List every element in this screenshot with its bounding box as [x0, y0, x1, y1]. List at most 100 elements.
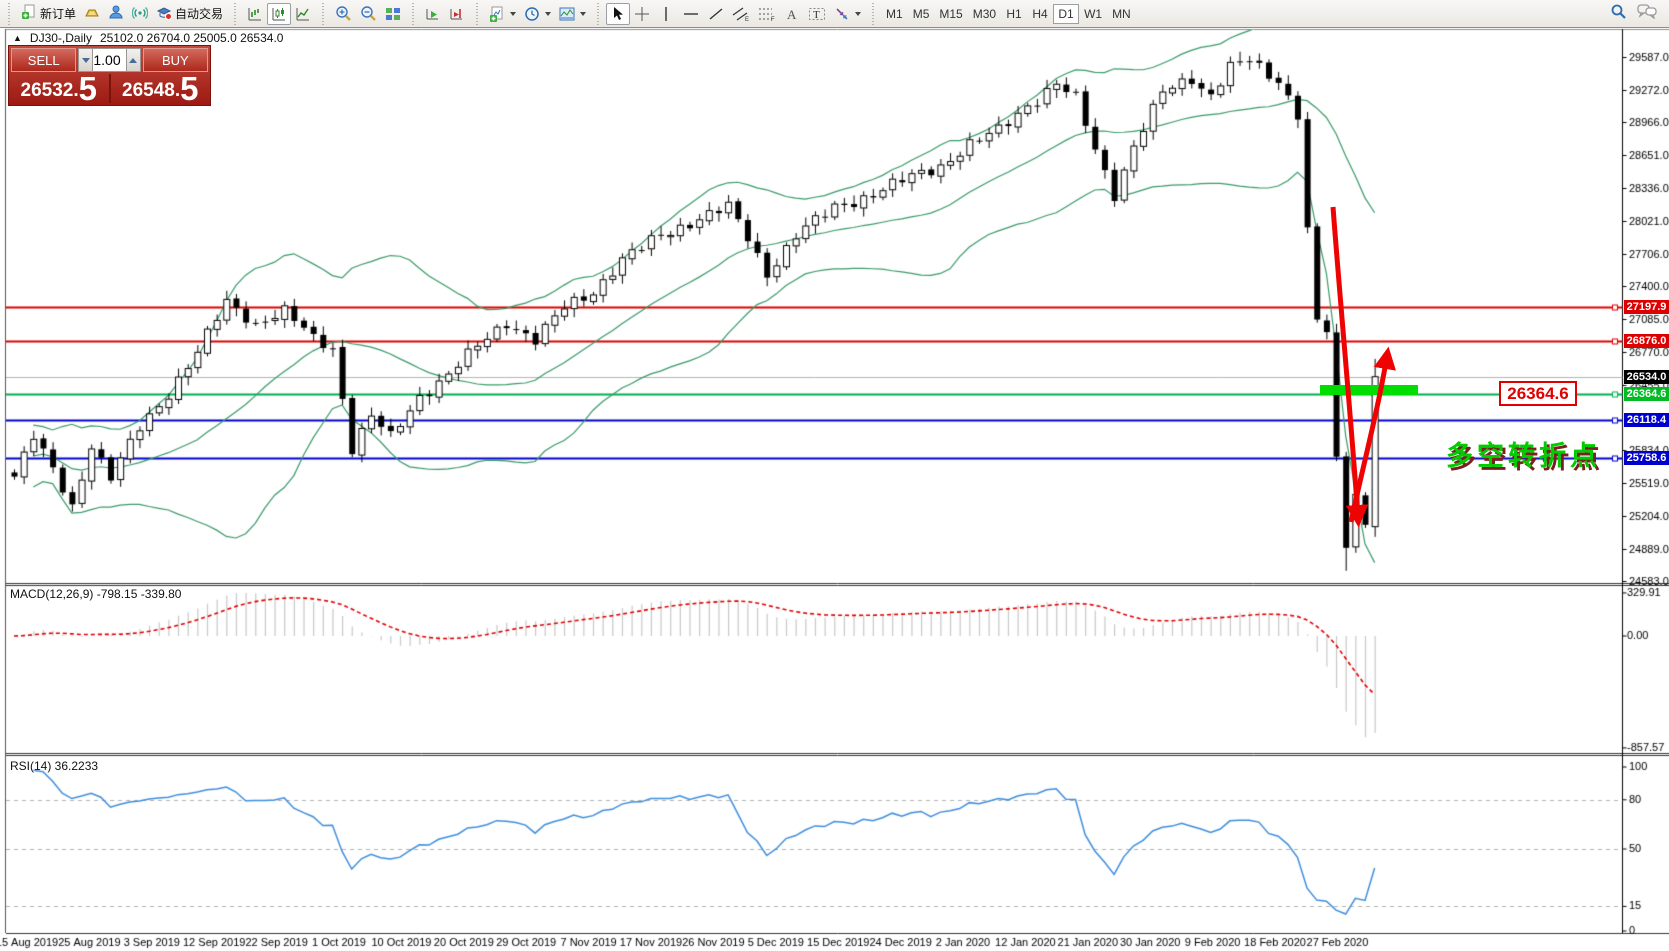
timeframe-button-M1[interactable]: M1: [886, 6, 903, 21]
toolbar-separator: [474, 2, 481, 25]
autotrading-button[interactable]: 自动交易: [152, 3, 227, 25]
buy-button[interactable]: BUY: [142, 48, 208, 72]
macd-label: MACD(12,26,9) -798.15 -339.80: [10, 587, 182, 601]
auto-scroll-icon: [426, 8, 439, 19]
zoom-in-button[interactable]: [331, 3, 356, 25]
horizontal-line-button[interactable]: [678, 3, 704, 25]
price-badge-26364.6: 26364.6: [1624, 387, 1669, 402]
sell-price[interactable]: 26532. 5: [9, 72, 109, 105]
buy-price[interactable]: 26548. 5: [111, 70, 211, 107]
dropdown-caret: [510, 11, 517, 16]
green-highlight-rectangle[interactable]: [1320, 385, 1418, 395]
tile-windows-button[interactable]: [381, 3, 405, 25]
trendline-button[interactable]: [704, 3, 728, 25]
timeframe-button-M15[interactable]: M15: [939, 6, 963, 21]
toolbar-grip: [6, 2, 12, 25]
new-order-button[interactable]: 新订单: [17, 3, 80, 25]
zoom-out-button[interactable]: [356, 3, 381, 25]
triangle-up-icon: [129, 57, 138, 63]
label-icon: T: [809, 7, 826, 21]
vertical-line-icon: [665, 6, 667, 21]
autotrading-label: 自动交易: [175, 7, 224, 21]
candlestick-button[interactable]: [267, 2, 292, 25]
timeframe-button-W1[interactable]: W1: [1084, 6, 1103, 21]
dropdown-caret: [580, 11, 587, 16]
templates-button[interactable]: [555, 3, 590, 25]
main-toolbar: 新订单 自动交易: [0, 0, 1669, 28]
vertical-line-button[interactable]: [654, 3, 678, 25]
clock-icon: [525, 6, 539, 21]
svg-text:A: A: [787, 7, 797, 22]
new-order-label: 新订单: [40, 7, 77, 21]
profile-button[interactable]: [104, 3, 128, 25]
periods-button[interactable]: [520, 3, 555, 25]
timeframe-button-MN[interactable]: MN: [1112, 6, 1131, 21]
crosshair-icon: [635, 6, 650, 21]
price-callout-box[interactable]: 26364.6: [1499, 381, 1577, 406]
fibonacci-icon: F: [759, 8, 775, 22]
arrows-button[interactable]: [830, 3, 865, 25]
line-chart-icon: [296, 7, 310, 20]
crosshair-button[interactable]: [630, 3, 654, 25]
dropdown-caret: [545, 11, 552, 16]
timeframe-button-M5[interactable]: M5: [912, 6, 930, 21]
zoom-in-icon: [336, 6, 351, 21]
svg-text:F: F: [771, 17, 775, 22]
zoom-out-icon: [361, 6, 376, 21]
timeframe-button-D1[interactable]: D1: [1053, 3, 1080, 24]
gold-ingot-icon: [84, 4, 100, 23]
timeframe-group: M1 M5 M15 M30 H1 H4 D1 W1 MN: [878, 2, 1139, 26]
trendline-icon: [709, 7, 723, 20]
chart-shift-button[interactable]: [445, 3, 469, 25]
collapse-icon[interactable]: ▲: [13, 33, 22, 43]
bar-chart-button[interactable]: [243, 3, 267, 25]
symbol-period-label: DJ30-,Daily: [29, 31, 92, 45]
timeframe-button-M30[interactable]: M30: [972, 6, 997, 21]
chat-icon[interactable]: [1637, 3, 1657, 24]
buy-price-big-digit: 5: [180, 70, 199, 107]
timeframe-button-H1[interactable]: H1: [1006, 6, 1022, 21]
template-image-icon: [559, 7, 575, 20]
candlestick-icon: [272, 7, 286, 20]
volume-increase-button[interactable]: [125, 48, 141, 72]
signals-button[interactable]: [128, 3, 152, 25]
dropdown-caret: [855, 11, 862, 16]
volume-input[interactable]: 1.00: [93, 48, 126, 72]
cursor-button[interactable]: [606, 2, 631, 25]
new-chart-button[interactable]: [485, 3, 520, 25]
price-badge-25758.6: 25758.6: [1624, 450, 1669, 465]
bar-chart-icon: [248, 7, 262, 20]
market-button[interactable]: [80, 3, 104, 25]
svg-text:E: E: [745, 17, 749, 22]
volume-decrease-button[interactable]: [78, 48, 94, 72]
text-label-button[interactable]: T: [804, 3, 830, 25]
text-button[interactable]: A: [780, 3, 804, 25]
channel-icon: E: [732, 7, 749, 22]
price-badge-26876.0: 26876.0: [1624, 333, 1669, 348]
equidistant-channel-button[interactable]: E: [728, 3, 754, 25]
new-order-icon: [21, 4, 37, 23]
svg-text:T: T: [813, 9, 820, 21]
line-chart-button[interactable]: [291, 3, 315, 25]
sell-price-main: 26532.: [20, 80, 79, 101]
rsi-label: RSI(14) 36.2233: [10, 759, 99, 773]
toolbar-separator: [410, 2, 417, 25]
search-icon[interactable]: [1610, 3, 1627, 25]
price-badge-26534.0: 26534.0: [1624, 369, 1669, 384]
one-click-trading-panel: SELL 1.00 BUY 26532. 5 26548. 5: [8, 45, 211, 106]
timeframe-button-H4[interactable]: H4: [1032, 6, 1048, 21]
text-icon: A: [787, 7, 797, 22]
sell-button[interactable]: SELL: [11, 48, 77, 72]
ohlc-values: 25102.0 26704.0 25005.0 26534.0: [99, 31, 284, 45]
chart-shift-icon: [450, 8, 463, 19]
autotrading-icon: [156, 4, 173, 23]
price-badge-26118.4: 26118.4: [1624, 413, 1669, 428]
buy-price-main: 26548.: [122, 80, 181, 101]
new-chart-icon: [490, 6, 503, 22]
profile-icon: [108, 4, 124, 23]
chinese-annotation-text[interactable]: 多空转折点: [1446, 441, 1601, 471]
fibonacci-button[interactable]: F: [754, 3, 780, 25]
auto-scroll-button[interactable]: [421, 3, 445, 25]
